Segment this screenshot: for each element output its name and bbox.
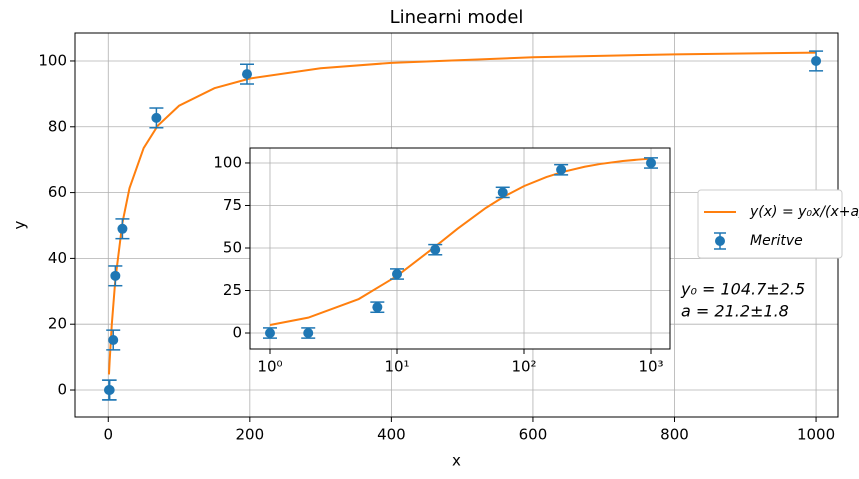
fit-line	[107, 51, 817, 375]
plot-content	[101, 50, 824, 401]
legend-box	[697, 189, 843, 259]
data-point	[117, 223, 128, 234]
x-tick-label: 800	[660, 426, 689, 444]
y-tick-label: 100	[213, 153, 242, 171]
data-point	[430, 244, 441, 255]
data-point	[811, 55, 822, 66]
chart-title: Linearni model	[390, 7, 524, 28]
x-axis-label: x	[452, 452, 461, 470]
y-tick-label: 40	[48, 249, 67, 267]
data-point	[646, 157, 657, 168]
legend-marker	[715, 236, 725, 246]
y-tick-label: 0	[57, 381, 67, 399]
axes-frame	[249, 147, 671, 350]
annotation: a = 21.2±1.8	[681, 302, 789, 321]
legend-label: y(x) = y₀x/(x+a)	[749, 204, 859, 220]
x-tick-label: 10¹	[384, 358, 409, 376]
x-tick-label: 10⁰	[257, 358, 282, 376]
legend-label: Meritve	[750, 233, 803, 249]
x-tick-label: 10³	[638, 358, 663, 376]
data-point	[303, 328, 314, 339]
data-point	[108, 335, 119, 346]
x-tick-label: 600	[519, 426, 548, 444]
x-tick-label: 10²	[511, 358, 536, 376]
plot-area	[250, 148, 670, 349]
data-point	[104, 385, 115, 396]
plot-content	[262, 157, 659, 339]
y-tick-label: 80	[48, 117, 67, 135]
x-tick-label: 400	[377, 426, 406, 444]
legend: y(x) = y₀x/(x+a) Meritve	[697, 189, 859, 259]
annotation: y₀ = 104.7±2.5	[680, 280, 805, 299]
data-point	[110, 270, 121, 281]
y-tick-label: 50	[223, 238, 242, 256]
inset-axes: 10⁰ 10¹ 10² 10³ 0 25 50 75 100	[213, 147, 671, 376]
y-tick-label: 100	[38, 51, 67, 69]
data-point	[391, 269, 402, 280]
data-point	[556, 164, 567, 175]
y-tick-label: 0	[232, 324, 242, 342]
fit-line	[269, 157, 652, 326]
data-point	[241, 69, 252, 80]
data-point	[372, 302, 383, 313]
x-tick-label: 200	[236, 426, 265, 444]
data-point	[151, 112, 162, 123]
x-tick-label: 1000	[797, 426, 835, 444]
x-tick-label: 0	[103, 426, 113, 444]
y-tick-label: 25	[223, 281, 242, 299]
y-tick-label: 20	[48, 315, 67, 333]
y-tick-label: 75	[223, 196, 242, 214]
y-axis-label: y	[11, 220, 29, 229]
y-tick-label: 60	[48, 183, 67, 201]
data-point	[497, 187, 508, 198]
data-point	[264, 328, 275, 339]
